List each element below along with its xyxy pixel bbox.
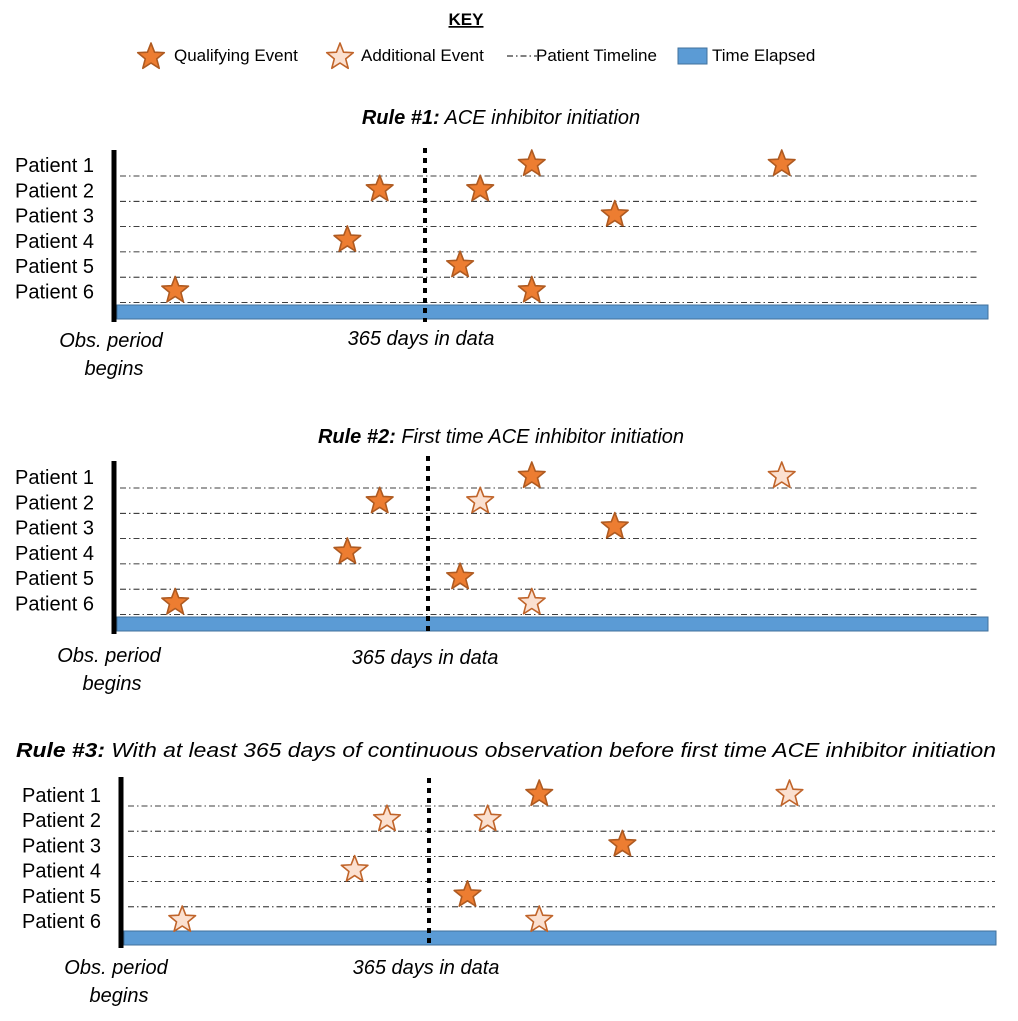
qualifying-event-star-icon <box>334 538 361 563</box>
patient-labels: Patient 1 Patient 2 Patient 3 Patient 4 Pati… <box>15 155 94 304</box>
event-stars <box>169 780 803 931</box>
patient-label-4: Patient 4 <box>22 861 101 883</box>
additional-event-star-icon <box>518 589 545 614</box>
qualifying-event-star-icon <box>447 251 474 276</box>
qualifying-event-star-icon <box>526 780 553 805</box>
qualifying-event-star-icon <box>162 277 189 302</box>
patient-label-6: Patient 6 <box>15 594 94 616</box>
additional-event-star-icon <box>341 856 368 881</box>
qualifying-event-star-icon <box>454 881 481 906</box>
qualifying-event-star-icon <box>366 175 393 200</box>
obs-period-label-line1: Obs. period <box>59 330 163 352</box>
qualifying-event-star-icon <box>518 277 545 302</box>
time-elapsed-bar <box>117 305 988 319</box>
event-stars <box>162 150 795 302</box>
rule-number: Rule #3: <box>16 740 105 762</box>
additional-event-star-icon <box>169 906 196 931</box>
rule-panel-2: Rule #2: First time ACE inhibitor initia… <box>15 426 988 695</box>
additional-event-star-icon <box>374 805 401 830</box>
patient-label-4: Patient 4 <box>15 543 94 565</box>
additional-event-star-icon <box>526 906 553 931</box>
rule-title: Rule #2: First time ACE inhibitor initia… <box>318 426 684 448</box>
patient-label-4: Patient 4 <box>15 231 94 253</box>
qualifying-event-star-icon <box>467 175 494 200</box>
qualifying-event-star-icon <box>609 830 636 855</box>
qualifying-event-star-icon <box>768 150 795 175</box>
rule-description: With at least 365 days of continuous obs… <box>105 740 996 762</box>
rule-description: ACE inhibitor initiation <box>440 107 640 129</box>
qualifying-event-star-icon <box>366 487 393 512</box>
qualifying-event-star-icon <box>518 462 545 487</box>
rule-title: Rule #1: ACE inhibitor initiation <box>362 107 640 129</box>
patient-label-2: Patient 2 <box>15 180 94 202</box>
qualifying-event-star-icon <box>601 201 628 226</box>
patient-label-3: Patient 3 <box>22 835 101 857</box>
qualifying-event-star-icon <box>447 563 474 588</box>
rule-number: Rule #2: <box>318 426 396 448</box>
qualifying-event-star-icon <box>162 589 189 614</box>
qualifying-event-star-icon <box>601 513 628 538</box>
rule-panel-3: Rule #3: With at least 365 days of conti… <box>16 740 996 1007</box>
additional-event-star-icon <box>474 805 501 830</box>
patient-label-3: Patient 3 <box>15 206 94 228</box>
patient-label-6: Patient 6 <box>15 282 94 304</box>
365-days-label: 365 days in data <box>353 957 500 979</box>
patient-labels: Patient 1 Patient 2 Patient 3 Patient 4 Pati… <box>15 467 94 616</box>
additional-event-star-icon <box>776 780 803 805</box>
obs-period-label-line1: Obs. period <box>57 645 161 667</box>
rule-number: Rule #1: <box>362 107 440 129</box>
patient-label-1: Patient 1 <box>15 467 94 489</box>
obs-period-label-line2: begins <box>83 673 142 695</box>
legend-label-additional: Additional Event <box>361 46 484 65</box>
legend: KEY Qualifying Event Additional Event Pa… <box>138 10 816 68</box>
patient-label-2: Patient 2 <box>15 492 94 514</box>
patient-timelines <box>128 806 995 932</box>
patient-timelines <box>120 176 978 303</box>
additional-star-icon <box>327 43 354 68</box>
obs-period-label-line1: Obs. period <box>64 957 168 979</box>
patient-label-5: Patient 5 <box>15 256 94 278</box>
legend-label-timeline: Patient Timeline <box>536 46 657 65</box>
patient-label-1: Patient 1 <box>15 155 94 177</box>
patient-label-1: Patient 1 <box>22 785 101 807</box>
event-stars <box>162 462 795 614</box>
obs-period-label-line2: begins <box>85 358 144 380</box>
patient-label-2: Patient 2 <box>22 810 101 832</box>
rule-title: Rule #3: With at least 365 days of conti… <box>16 740 996 762</box>
qualifying-event-star-icon <box>518 150 545 175</box>
365-days-label: 365 days in data <box>348 328 495 350</box>
365-days-label: 365 days in data <box>352 647 499 669</box>
patient-labels: Patient 1 Patient 2 Patient 3 Patient 4 Pati… <box>22 785 101 933</box>
time-elapsed-bar <box>124 931 996 945</box>
patient-timelines <box>120 488 978 615</box>
patient-label-5: Patient 5 <box>22 886 101 908</box>
legend-label-time-elapsed: Time Elapsed <box>712 46 815 65</box>
patient-label-3: Patient 3 <box>15 518 94 540</box>
rule-description: First time ACE inhibitor initiation <box>396 426 684 448</box>
additional-event-star-icon <box>467 487 494 512</box>
blue-bar-icon <box>678 48 707 64</box>
patient-label-6: Patient 6 <box>22 911 101 933</box>
rule-panel-1: Rule #1: ACE inhibitor initiation Patien… <box>15 107 988 380</box>
patient-label-5: Patient 5 <box>15 568 94 590</box>
legend-title: KEY <box>449 10 485 29</box>
qualifying-event-star-icon <box>334 226 361 251</box>
qualifying-star-icon <box>138 43 165 68</box>
legend-label-qualifying: Qualifying Event <box>174 46 298 65</box>
obs-period-label-line2: begins <box>90 985 149 1007</box>
additional-event-star-icon <box>768 462 795 487</box>
time-elapsed-bar <box>117 617 988 631</box>
